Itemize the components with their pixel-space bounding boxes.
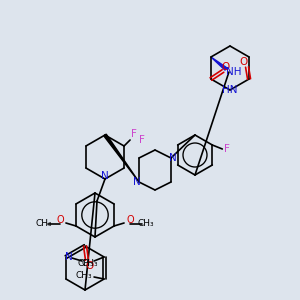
Text: CH₃: CH₃	[36, 220, 52, 229]
Text: CH₃: CH₃	[76, 271, 92, 280]
Polygon shape	[211, 57, 227, 70]
Text: O: O	[222, 62, 230, 72]
Text: O: O	[56, 215, 64, 225]
Text: HN: HN	[222, 85, 238, 95]
Text: O: O	[239, 57, 247, 67]
Text: O: O	[85, 261, 93, 271]
Text: N: N	[65, 252, 73, 262]
Text: N: N	[169, 153, 177, 163]
Text: F: F	[139, 135, 145, 145]
Text: CH₃: CH₃	[138, 220, 154, 229]
Text: F: F	[224, 144, 230, 154]
Text: O: O	[126, 215, 134, 225]
Text: CH₃: CH₃	[78, 259, 94, 268]
Text: NH: NH	[226, 67, 242, 77]
Text: F: F	[131, 129, 137, 139]
Text: N: N	[101, 171, 109, 181]
Text: CH₃: CH₃	[82, 259, 98, 268]
Text: N: N	[133, 177, 141, 187]
Polygon shape	[104, 134, 139, 182]
